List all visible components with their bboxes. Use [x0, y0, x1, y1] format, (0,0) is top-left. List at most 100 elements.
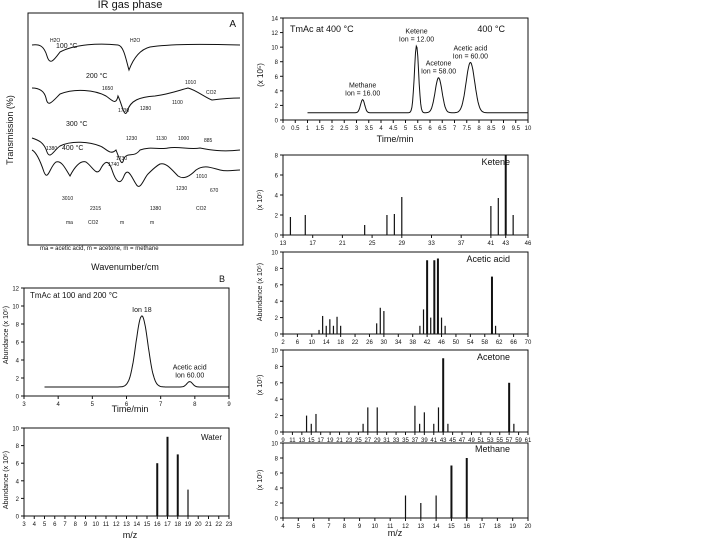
ticlow-xtick-label: 3 [22, 402, 26, 408]
acetone-xtick-label: 29 [374, 438, 381, 444]
tic400-xtick-label: 1 [306, 126, 310, 132]
tic400-xtick-label: 4.5 [389, 126, 398, 132]
acetic-xtick-label: 26 [366, 340, 373, 346]
panel-b-label: B [219, 274, 225, 284]
ketene-xtick-label: 17 [309, 241, 316, 247]
methane-ytick-label: 10 [271, 442, 278, 448]
acetone-xtick-label: 59 [515, 438, 522, 444]
acetone-xtick-label: 13 [299, 438, 306, 444]
ir-label-100c: 100 °C [56, 42, 77, 50]
water-ytick-label: 0 [16, 515, 20, 521]
water-xtick-label: 3 [22, 522, 26, 528]
water-ytick-label: 4 [16, 479, 20, 485]
methane-ytick-label: 4 [275, 487, 279, 493]
ir-label-200c: 200 °C [86, 72, 107, 80]
tic400-ytick-label: 0 [275, 119, 279, 125]
tic400-xtick-label: 4 [379, 126, 383, 132]
acetone-xtick-label: 43 [440, 438, 447, 444]
acetone-name: Acetone [477, 352, 510, 362]
acetic-xtick-label: 54 [467, 340, 474, 346]
ir-trace-100 [31, 43, 241, 72]
acetic-xtick-label: 2 [281, 340, 285, 346]
ir-peak-300-6: 885 [204, 138, 213, 144]
water-ytick-label: 8 [16, 444, 20, 450]
acetone-xtick-label: 47 [459, 438, 466, 444]
tic400-xtick-label: 7.5 [463, 126, 472, 132]
water-xtick-label: 21 [205, 522, 212, 528]
ir-title: IR gas phase [98, 0, 163, 11]
ticlow-xtick-label: 5 [91, 402, 95, 408]
tic400-peak-label: Methane [349, 83, 376, 90]
methane-xtick-label: 12 [402, 524, 409, 530]
ir-peak-400-5: 1230 [176, 186, 187, 192]
methane-xtick-label: 16 [463, 524, 470, 530]
acetone-xtick-label: 11 [289, 438, 296, 444]
acetone-frame [282, 349, 529, 433]
ticlow-xtick-label: 4 [56, 402, 60, 408]
tic400-ytick-label: 12 [271, 31, 278, 37]
acetone-ytick-label: 0 [275, 431, 279, 437]
ticlow-ytick-label: 4 [16, 359, 20, 365]
ir-legend-note: ma = acetic acid, m = acetone, m = metha… [40, 246, 159, 252]
ir-peak-200-1: 1650 [102, 86, 113, 92]
acetone-xtick-label: 33 [393, 438, 400, 444]
acetone-xtick-label: 61 [525, 438, 532, 444]
tic400-xtick-label: 6.5 [438, 126, 447, 132]
ticlow-trace [44, 315, 229, 388]
acetic-name: Acetic acid [466, 254, 510, 264]
tic400-xtick-label: 5.5 [414, 126, 423, 132]
methane-xtick-label: 4 [281, 524, 285, 530]
acetic-xtick-label: 42 [424, 340, 431, 346]
ketene-ytick-label: 8 [275, 154, 279, 160]
tic400-xtick-label: 8 [477, 126, 481, 132]
water-xtick-label: 12 [113, 522, 120, 528]
acetic-xtick-label: 30 [381, 340, 388, 346]
ticlow-xtick-label: 9 [227, 402, 231, 408]
ketene-xtick-label: 13 [280, 241, 287, 247]
ticlow-xtick-label: 7 [159, 402, 163, 408]
water-frame [23, 427, 230, 517]
tic400-peak-label: Ion = 16.00 [345, 91, 380, 98]
ketene-ytick-label: 0 [275, 234, 279, 240]
tic400-peak-label: Ion = 60.00 [453, 53, 488, 60]
ticlow-xlabel: Time/min [112, 404, 149, 414]
water-xtick-label: 13 [123, 522, 130, 528]
water-ytick-label: 6 [16, 462, 20, 468]
acetic-frame [282, 251, 529, 335]
tic400-xtick-label: 3 [355, 126, 359, 132]
ketene-xtick-label: 37 [458, 241, 465, 247]
methane-xtick-label: 6 [312, 524, 316, 530]
water-xlabel: m/z [123, 530, 138, 540]
ir-frame [27, 12, 244, 246]
ir-peak-200-co2: CO2 [206, 90, 217, 96]
tic400-peak-label: Ketene [405, 29, 427, 36]
ticlow-peak-label: Ion 60.00 [175, 373, 204, 380]
ir-peak-200-2: 1730 [118, 108, 129, 114]
acetic-xtick-label: 14 [323, 340, 330, 346]
water-xtick-label: 18 [174, 522, 181, 528]
ketene-xtick-label: 21 [339, 241, 346, 247]
ir-peak-h2o-b: H2O [130, 38, 140, 44]
water-panel: Water Abundance (x 10⁵) m/z 3 4 5 6 7 8 9 10 11 1… [3, 427, 233, 541]
acetone-xtick-label: 37 [412, 438, 419, 444]
ir-annot-m2: m [150, 220, 154, 226]
ticlow-ylabel: Abundance (x 10⁵) [3, 306, 10, 364]
acetic-ylabel: Abundance (x 10⁵) [257, 263, 264, 321]
acetic-xtick-label: 6 [296, 340, 300, 346]
methane-xtick-label: 5 [297, 524, 301, 530]
acetone-xtick-label: 41 [430, 438, 437, 444]
acetone-ytick-label: 8 [275, 365, 279, 371]
ticlow-xtick-label: 8 [193, 402, 197, 408]
water-xtick-label: 8 [74, 522, 78, 528]
acetone-xtick-label: 35 [402, 438, 409, 444]
ticlow-ytick-label: 6 [16, 341, 20, 347]
acetic-ytick-label: 10 [271, 251, 278, 257]
methane-ytick-label: 8 [275, 457, 279, 463]
ir-annot-ma: ma [66, 220, 73, 226]
ir-peak-400-4: 1380 [150, 206, 161, 212]
acetic-xtick-label: 66 [510, 340, 517, 346]
ir-peak-300-1: 1380 [46, 146, 57, 152]
acetone-xtick-label: 15 [308, 438, 315, 444]
